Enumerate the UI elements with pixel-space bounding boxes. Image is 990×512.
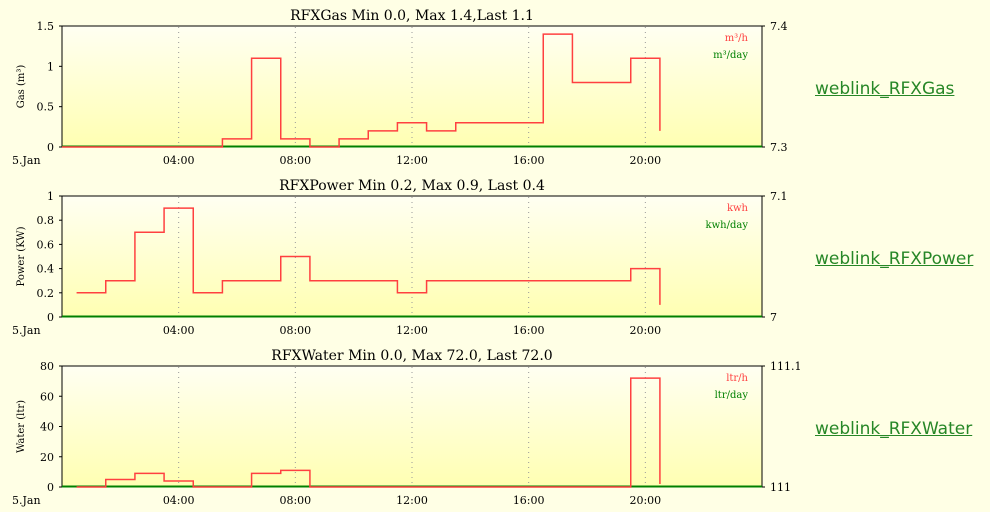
y-tick-label: 0.8 [37, 214, 55, 227]
x-tick-label: 12:00 [396, 154, 428, 167]
x-tick-label: 16:00 [513, 494, 545, 507]
y-axis-label: Power (KW) [16, 226, 27, 286]
plot-area [61, 195, 763, 318]
y-tick-label: 0 [47, 141, 54, 154]
plot-area [61, 365, 763, 488]
y2-tick-label: 7 [770, 311, 777, 324]
series-line-hourly [62, 33, 661, 148]
y2-tick-label: 7.4 [770, 20, 788, 33]
x-tick-label: 16:00 [513, 324, 545, 337]
weblink-power[interactable]: weblink_RFXPower [815, 249, 974, 269]
legend-entry-hourly: ltr/h [726, 373, 748, 384]
x-start-label: 5.Jan [12, 494, 41, 507]
y2-tick-label: 7.3 [770, 141, 788, 154]
y-axis-label: Water (ltr) [16, 400, 27, 453]
y-tick-label: 1.5 [37, 20, 55, 33]
y2-tick-label: 7.1 [770, 190, 788, 203]
y-tick-label: 60 [40, 390, 54, 403]
x-tick-label: 12:00 [396, 494, 428, 507]
y-tick-label: 1 [47, 190, 54, 203]
y-tick-label: 0.2 [37, 287, 55, 300]
chart-panel: 04:00 08:00 12:00 16:00 20:00 5.Jan 0 0.5 1 1.5 7.… [0, 0, 800, 170]
chart-svg: 04:00 08:00 12:00 16:00 20:00 5.Jan 0 20 40 60 80 1… [12, 348, 800, 507]
y-tick-label: 40 [40, 421, 54, 434]
y-tick-label: 0.5 [37, 101, 55, 114]
chart-title: RFXGas Min 0.0, Max 1.4,Last 1.1 [290, 8, 534, 24]
chart-title: RFXPower Min 0.2, Max 0.9, Last 0.4 [279, 178, 545, 194]
x-tick-label: 08:00 [279, 154, 311, 167]
x-tick-label: 08:00 [279, 324, 311, 337]
chart-svg: 04:00 08:00 12:00 16:00 20:00 5.Jan 0 0.5 1 1.5 7.… [12, 8, 788, 167]
chart-panel: 04:00 08:00 12:00 16:00 20:00 5.Jan 0 0.2 0.4 0.6… [0, 170, 800, 340]
x-tick-label: 20:00 [629, 324, 661, 337]
x-start-label: 5.Jan [12, 154, 41, 167]
y2-tick-label: 111 [770, 481, 791, 494]
y-tick-label: 0 [47, 311, 54, 324]
plot-area [61, 25, 763, 148]
y2-tick-label: 111.1 [770, 360, 800, 373]
chart-title: RFXWater Min 0.0, Max 72.0, Last 72.0 [271, 348, 552, 364]
x-tick-label: 08:00 [279, 494, 311, 507]
y-tick-label: 0 [47, 481, 54, 494]
series-line-hourly [76, 207, 661, 305]
chart-svg: 04:00 08:00 12:00 16:00 20:00 5.Jan 0 0.2 0.4 0.6… [12, 178, 788, 337]
series-line-hourly [76, 377, 661, 488]
y-tick-label: 1 [47, 60, 54, 73]
y-tick-label: 80 [40, 360, 54, 373]
y-tick-label: 20 [40, 451, 54, 464]
x-tick-label: 20:00 [629, 494, 661, 507]
legend-entry-daily: kwh/day [706, 220, 749, 231]
x-tick-label: 20:00 [629, 154, 661, 167]
weblink-water[interactable]: weblink_RFXWater [815, 419, 973, 439]
x-tick-label: 12:00 [396, 324, 428, 337]
legend-entry-hourly: kwh [727, 203, 749, 214]
weblink-gas[interactable]: weblink_RFXGas [815, 79, 955, 99]
x-start-label: 5.Jan [12, 324, 41, 337]
legend-entry-hourly: m³/h [725, 33, 749, 44]
x-tick-label: 04:00 [163, 324, 195, 337]
y-tick-label: 0.4 [37, 263, 55, 276]
legend-entry-daily: m³/day [713, 50, 748, 61]
legend-entry-daily: ltr/day [715, 390, 749, 401]
chart-panel: 04:00 08:00 12:00 16:00 20:00 5.Jan 0 20 40 60 80 1… [0, 340, 800, 510]
y-tick-label: 0.6 [37, 238, 55, 251]
x-tick-label: 04:00 [163, 154, 195, 167]
x-tick-label: 16:00 [513, 154, 545, 167]
x-tick-label: 04:00 [163, 494, 195, 507]
y-axis-label: Gas (m³) [16, 65, 27, 109]
